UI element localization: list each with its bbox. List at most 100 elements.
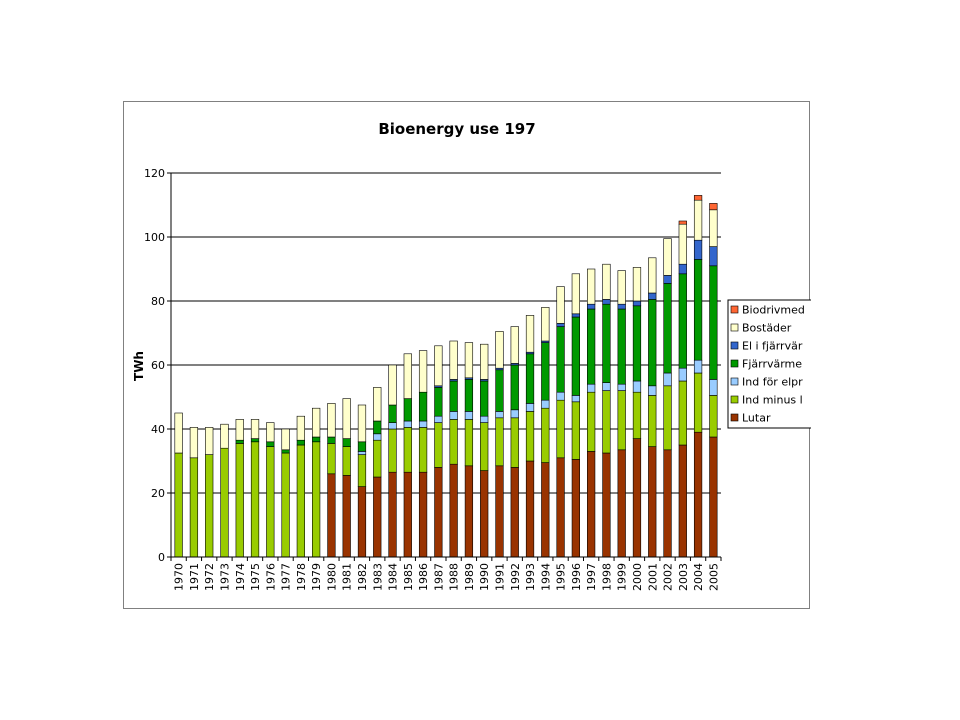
bar-segment-fj-rrv-rme [312,436,321,443]
bar-segment-ind-minus-l [342,446,351,476]
bar-segment-fj-rrv-rme [296,439,305,446]
bar-segment-bost-der [541,307,550,342]
bar-segment-fj-rrv-rme [357,441,367,452]
bar-segment-lutar [510,467,519,558]
legend-swatch [730,413,739,422]
bar-segment-ind-minus-l [571,401,580,460]
bar-segment-fj-rrv-rme [525,353,535,404]
bar-segment-fj-rrv-rme [602,303,611,383]
bar-segment-ind-f-r-elpr [571,395,580,403]
bar-segment-ind-minus-l [373,439,382,478]
legend-swatch [730,305,739,314]
x-tick-label: 2001 [646,563,659,591]
bar-segment-fj-rrv-rme [373,420,382,435]
bar-segment-bost-der [510,326,519,364]
bar-segment-lutar [434,467,443,558]
x-tick-label: 1976 [264,563,277,591]
bar-segment-lutar [556,457,565,558]
bar-segment-lutar [709,436,718,558]
bars-layer [174,195,718,558]
bar-segment-el-i-fj-rrv-r [632,300,642,307]
bar-segment-ind-minus-l [312,441,321,558]
bar-segment-fj-rrv-rme [434,387,443,417]
bar-segment-bost-der [464,342,474,379]
x-tick-label: 2000 [631,563,644,591]
legend-entry-label: Lutar [742,412,771,425]
bar-segment-bost-der [648,257,657,294]
bar-segment-ind-f-r-elpr [648,385,657,396]
bar-segment-ind-f-r-elpr [709,379,718,396]
bar-segment-lutar [678,444,687,558]
bar-segment-ind-f-r-elpr [373,433,382,441]
bar-segment-ind-minus-l [480,422,489,471]
bar-segment-biodrivmed [709,203,718,211]
legend-box [727,299,811,429]
bar-segment-ind-f-r-elpr [556,391,565,401]
bar-segment-ind-f-r-elpr [602,382,611,391]
x-tick-label: 1993 [524,563,537,591]
bar-segment-ind-minus-l [709,395,718,438]
bar-segment-bost-der [571,273,580,315]
y-axis-title: TWh [132,351,146,381]
bar-segment-lutar [388,471,397,558]
x-tick-label: 1997 [585,563,598,591]
bar-segment-fj-rrv-rme [480,380,489,417]
x-tick-label: 1974 [234,563,247,591]
bar-segment-bost-der [693,199,703,241]
bar-segment-bost-der [525,315,535,353]
x-tick-label: 1990 [478,563,491,591]
x-tick-label: 1996 [570,563,583,591]
legend-swatch [730,341,739,350]
bar-segment-ind-minus-l [235,443,244,558]
bar-segment-ind-minus-l [434,422,443,468]
x-tick-label: 1989 [463,563,476,591]
y-tick-label: 60 [151,359,165,372]
chart-frame: Bioenergy use 197 TWh 0 20 40 60 80 100 120 197… [123,101,811,609]
bar-segment-el-i-fj-rrv-r [648,292,657,300]
bar-segment-bost-der [434,345,443,387]
bar-segment-bost-der [205,427,214,455]
x-tick-label: 1984 [387,563,400,591]
bar-segment-ind-minus-l [541,407,550,463]
bar-segment-fj-rrv-rme [663,283,672,374]
bar-segment-bost-der [709,209,718,247]
bar-segment-el-i-fj-rrv-r [663,275,672,284]
bar-segment-ind-minus-l [617,390,626,451]
bar-segment-ind-f-r-elpr [587,383,596,393]
bar-segment-ind-f-r-elpr [541,399,550,409]
bar-segment-bost-der [357,404,367,443]
chart-title: Bioenergy use 197 [378,120,535,138]
bar-segment-ind-f-r-elpr [663,372,672,387]
bar-segment-lutar [373,476,382,558]
legend-swatch [730,323,739,332]
bar-segment-lutar [602,452,611,558]
bar-segment-ind-f-r-elpr [693,359,703,374]
bar-segment-el-i-fj-rrv-r [587,303,596,310]
x-tick-label: 2004 [692,563,705,591]
bar-segment-lutar [571,459,580,558]
bar-segment-lutar [648,446,657,558]
bar-segment-fj-rrv-rme [327,436,336,444]
bar-segment-el-i-fj-rrv-r [602,299,611,305]
x-tick-label: 1994 [539,563,552,591]
bar-segment-ind-minus-l [220,447,229,558]
bar-segment-ind-f-r-elpr [510,409,519,419]
bar-segment-bost-der [678,223,687,265]
bar-segment-bost-der [663,238,672,276]
bar-segment-ind-minus-l [510,417,519,468]
bar-segment-ind-minus-l [648,395,657,447]
bar-segment-ind-minus-l [632,391,642,439]
legend-entry-label: Ind för elpr [742,376,803,389]
bar-segment-fj-rrv-rme [281,449,290,454]
bar-segment-ind-f-r-elpr [357,451,367,455]
x-tick-label: 1973 [218,563,231,591]
y-tick-label: 120 [144,167,165,180]
bar-segment-bost-der [449,340,458,380]
legend-entry-label: Biodrivmed [742,304,805,317]
legend-swatch [730,359,739,368]
x-tick-label: 1985 [402,563,415,591]
bar-segment-el-i-fj-rrv-r [617,303,626,310]
bar-segment-ind-minus-l [327,443,336,475]
bar-segment-biodrivmed [678,220,687,225]
bar-segment-fj-rrv-rme [587,308,596,385]
